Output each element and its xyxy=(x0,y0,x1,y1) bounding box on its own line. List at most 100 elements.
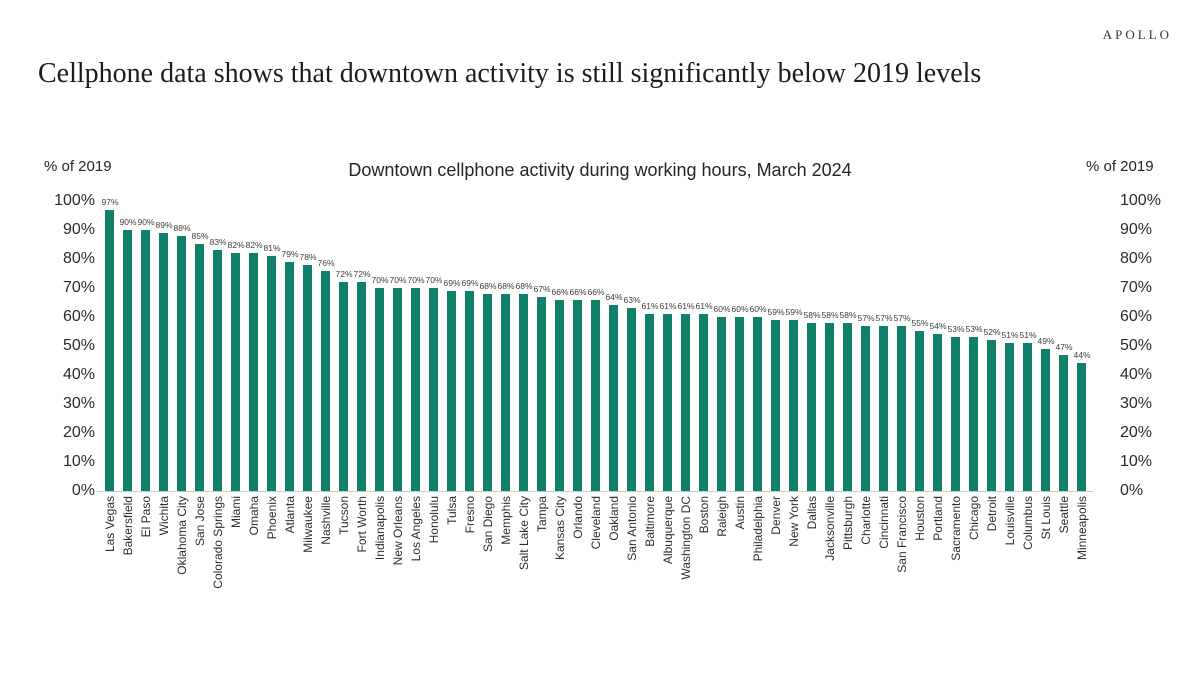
bar-group: 64% Oakland xyxy=(605,0,623,675)
bar-group: 68% San Diego xyxy=(479,0,497,675)
bar-value-label: 55% xyxy=(911,318,929,328)
bar xyxy=(357,282,366,491)
y-tick-label: 20% xyxy=(1120,424,1153,441)
bar xyxy=(501,294,510,491)
bar-value-label: 89% xyxy=(155,220,173,230)
bar xyxy=(213,250,222,491)
bar-value-label: 63% xyxy=(623,295,641,305)
bar xyxy=(249,253,258,491)
bar-value-label: 76% xyxy=(317,258,335,268)
bar xyxy=(195,244,204,491)
bar xyxy=(681,314,690,491)
bar-group: 60% Raleigh xyxy=(713,0,731,675)
x-axis-label: Fresno xyxy=(463,496,477,534)
bar xyxy=(159,233,168,491)
bar xyxy=(393,288,402,491)
x-axis-label: Philadelphia xyxy=(751,496,765,562)
bar-group: 59% New York xyxy=(785,0,803,675)
bar xyxy=(555,300,564,491)
bar-value-label: 85% xyxy=(191,231,209,241)
bar xyxy=(573,300,582,491)
x-axis-label: Baltimore xyxy=(643,496,657,547)
bar-value-label: 59% xyxy=(767,307,785,317)
x-axis-line xyxy=(97,491,1093,492)
bar xyxy=(411,288,420,491)
bar-group: 54% Portland xyxy=(929,0,947,675)
y-tick-label: 100% xyxy=(54,192,95,209)
bar-group: 57% Charlotte xyxy=(857,0,875,675)
bar xyxy=(861,326,870,491)
bar-value-label: 64% xyxy=(605,292,623,302)
bar xyxy=(663,314,672,491)
bar xyxy=(717,317,726,491)
bar-group: 61% Boston xyxy=(695,0,713,675)
bar-value-label: 70% xyxy=(425,275,443,285)
y-tick-label: 20% xyxy=(62,424,95,441)
bar-group: 70% Honolulu xyxy=(425,0,443,675)
bar xyxy=(627,308,636,491)
bar-value-label: 61% xyxy=(677,301,695,311)
bar xyxy=(1077,363,1086,491)
bar-group: 49% St Louis xyxy=(1037,0,1055,675)
x-axis-label: Phoenix xyxy=(265,496,279,540)
bar-group: 51% Louisville xyxy=(1001,0,1019,675)
x-axis-label: St Louis xyxy=(1039,496,1053,540)
bar-group: 97% Las Vegas xyxy=(101,0,119,675)
page-title: Cellphone data shows that downtown activ… xyxy=(38,58,982,89)
bar-value-label: 90% xyxy=(119,217,137,227)
y-tick-label: 40% xyxy=(1120,366,1153,383)
bar xyxy=(843,323,852,491)
x-axis-label: El Paso xyxy=(139,496,153,538)
x-axis-label: San Antonio xyxy=(625,496,639,561)
y-tick-label: 0% xyxy=(71,482,95,499)
bar xyxy=(825,323,834,491)
x-axis-label: Sacramento xyxy=(949,496,963,561)
bar-value-label: 58% xyxy=(821,310,839,320)
bar xyxy=(591,300,600,491)
bar-value-label: 82% xyxy=(227,240,245,250)
bar-group: 89% Wichita xyxy=(155,0,173,675)
x-axis-label: San Diego xyxy=(481,496,495,553)
x-axis-label: Cincinnati xyxy=(877,496,891,549)
bar xyxy=(609,305,618,491)
bar xyxy=(699,314,708,491)
x-axis-label: Washington DC xyxy=(679,496,693,580)
bar-value-label: 81% xyxy=(263,243,281,253)
bar xyxy=(807,323,816,491)
bar-value-label: 78% xyxy=(299,252,317,262)
bar-group: 90% Bakersfield xyxy=(119,0,137,675)
x-axis-label: Los Angeles xyxy=(409,496,423,562)
x-axis-label: Fort Worth xyxy=(355,496,369,553)
y-tick-label: 90% xyxy=(62,221,95,238)
bar-value-label: 53% xyxy=(947,324,965,334)
bar-group: 51% Columbus xyxy=(1019,0,1037,675)
y-tick-label: 60% xyxy=(62,308,95,325)
x-axis-label: Colorado Springs xyxy=(211,496,225,589)
y-tick-label: 80% xyxy=(62,250,95,267)
bar-value-label: 67% xyxy=(533,284,551,294)
bar-group: 76% Nashville xyxy=(317,0,335,675)
x-axis-label: Atlanta xyxy=(283,496,297,534)
bar xyxy=(321,271,330,491)
bar-value-label: 58% xyxy=(839,310,857,320)
bar-group: 52% Detroit xyxy=(983,0,1001,675)
bar-value-label: 97% xyxy=(101,197,119,207)
bar-value-label: 61% xyxy=(695,301,713,311)
bar xyxy=(519,294,528,491)
bar-group: 60% Austin xyxy=(731,0,749,675)
bar-value-label: 66% xyxy=(551,287,569,297)
bar-group: 57% San Francisco xyxy=(893,0,911,675)
x-axis-label: Columbus xyxy=(1021,496,1035,551)
bar-value-label: 69% xyxy=(443,278,461,288)
bar-group: 66% Orlando xyxy=(569,0,587,675)
bar-value-label: 72% xyxy=(353,269,371,279)
x-axis-label: Chicago xyxy=(967,496,981,541)
y-axis-unit-right: % of 2019 xyxy=(1086,158,1154,175)
bar xyxy=(465,291,474,491)
bar-group: 69% Tulsa xyxy=(443,0,461,675)
bar-value-label: 61% xyxy=(659,301,677,311)
y-tick-label: 70% xyxy=(62,279,95,296)
chart-title: Downtown cellphone activity during worki… xyxy=(348,160,852,180)
x-axis-label: Cleveland xyxy=(589,496,603,550)
x-axis-label: Honolulu xyxy=(427,496,441,544)
